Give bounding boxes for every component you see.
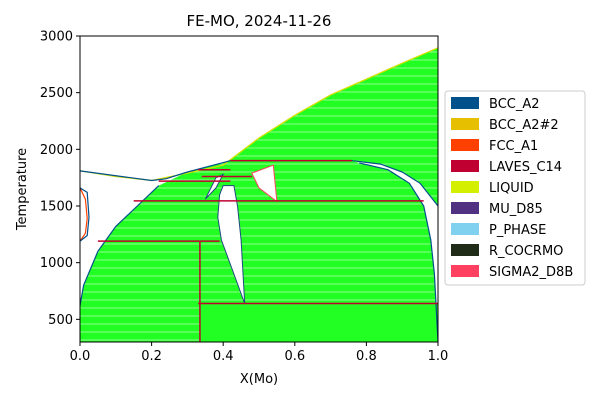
liquid-bcc-field	[223, 47, 438, 206]
legend-frame	[444, 90, 586, 286]
x-axis: 0.0 0.2 0.4 0.6 0.8 1.0	[70, 342, 449, 364]
y-tick-label: 1500	[40, 200, 73, 215]
x-tick-label: 0.8	[356, 349, 377, 364]
legend-swatch-r_cocrmo	[451, 244, 479, 256]
x-tick-label: 1.0	[428, 349, 449, 364]
legend-label: MU_D85	[489, 202, 543, 217]
x-tick-label: 0.0	[70, 349, 91, 364]
mu-lens	[217, 185, 246, 304]
legend-swatch-fcc_a1	[451, 139, 479, 151]
y-tick-label: 3000	[40, 30, 73, 45]
legend-swatch-bcc_a2#2	[451, 118, 479, 130]
legend-swatch-mu_d85	[451, 202, 479, 214]
legend-label: P_PHASE	[489, 223, 546, 238]
bcc-left-boundary	[80, 185, 160, 306]
x-tick-label: 0.6	[284, 349, 305, 364]
bcc-right-boundary	[359, 162, 438, 342]
y-tick-label: 2500	[40, 86, 73, 101]
bcc-two-phase-field	[80, 160, 438, 342]
legend-label: R_COCRMO	[489, 244, 563, 259]
y-axis-label: Temperature	[15, 148, 30, 231]
y-tick-label: 2000	[40, 143, 73, 158]
x-tick-label: 0.2	[141, 349, 162, 364]
legend-swatch-p_phase	[451, 223, 479, 235]
legend-label: LAVES_C14	[489, 160, 562, 175]
legend-label: BCC_A2#2	[489, 118, 559, 133]
y-tick-label: 1000	[40, 256, 73, 271]
legend: BCC_A2 BCC_A2#2 FCC_A1 LAVES_C14 LIQUID MU_D8…	[444, 90, 586, 286]
fcc-loop-outer	[80, 187, 90, 242]
legend-swatch-laves_c14	[451, 160, 479, 172]
laves-field	[199, 303, 438, 342]
y-axis: 500 1000 1500 2000 2500 3000	[40, 30, 80, 328]
fcc-loop-line	[80, 187, 88, 242]
legend-label: FCC_A1	[489, 139, 538, 154]
legend-swatch-bcc_a2	[451, 97, 479, 109]
chart-title: FE-MO, 2024-11-26	[187, 12, 332, 30]
legend-label: BCC_A2	[489, 97, 540, 112]
x-tick-label: 0.4	[213, 349, 234, 364]
legend-swatch-liquid	[451, 181, 479, 193]
x-axis-label: X(Mo)	[240, 372, 278, 387]
legend-label: SIGMA2_D8B	[489, 265, 573, 280]
plot-frame	[79, 35, 439, 343]
legend-label: LIQUID	[489, 181, 534, 196]
legend-swatch-sigma2_d8b	[451, 265, 479, 277]
plot-area	[80, 47, 438, 342]
y-tick-label: 500	[48, 313, 73, 328]
